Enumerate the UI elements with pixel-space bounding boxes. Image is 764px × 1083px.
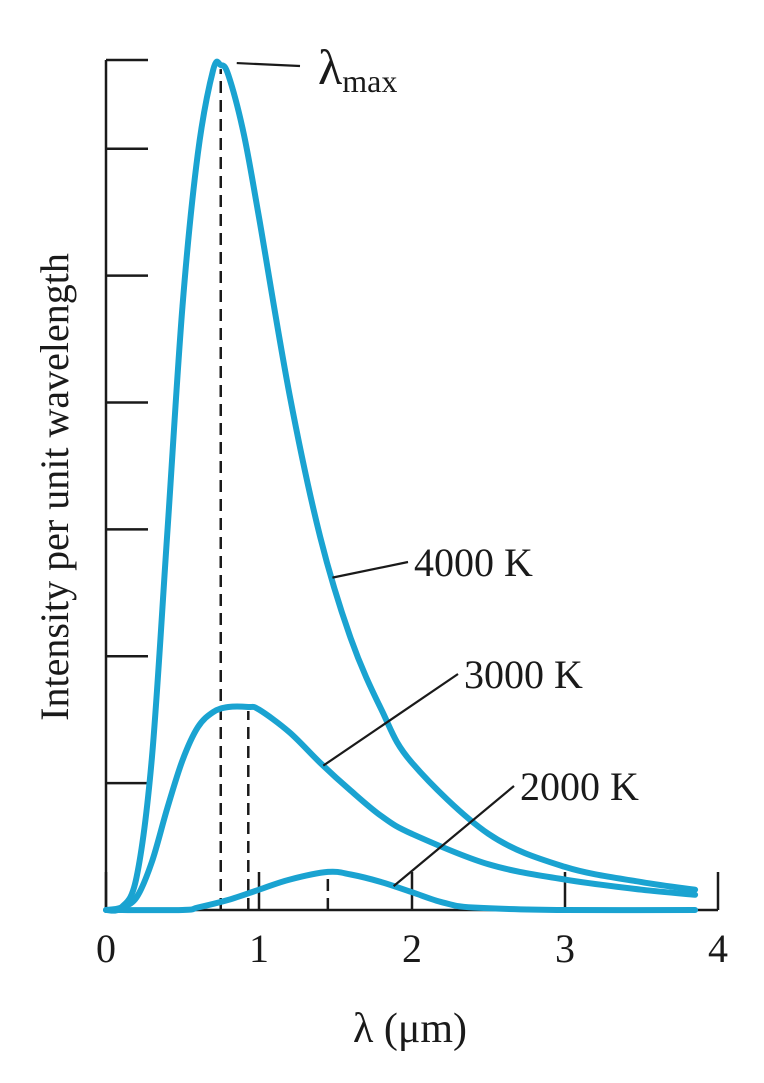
labels: 0 1 2 3 4 4000 K 3000 K 2000 K (96, 540, 728, 971)
lambda-max-subscript: max (342, 63, 397, 99)
series-label-2000-k: 2000 K (520, 764, 639, 809)
x-tick-label-0: 0 (96, 926, 116, 971)
y-axis-title: Intensity per unit wavelength (32, 253, 77, 721)
x-tick-label-4: 4 (708, 926, 728, 971)
peak-markers (219, 69, 330, 910)
leader-4000-k (332, 560, 409, 579)
leader-2000-k (392, 785, 515, 887)
curve-3000-k (103, 703, 699, 913)
curve-4000-k (103, 58, 699, 914)
x-axis-title: λ (μm) (353, 1006, 467, 1052)
x-tick-label-3: 3 (555, 926, 575, 971)
series-curves (103, 58, 699, 914)
lambda-max-leader (236, 61, 301, 68)
lambda-max-annotation: λmax (318, 39, 397, 99)
x-tick-label-2: 2 (402, 926, 422, 971)
lambda-max-symbol: λ (318, 39, 342, 95)
curve-2000-k (103, 868, 699, 914)
label-leaders (236, 61, 515, 887)
series-label-4000-k: 4000 K (414, 540, 533, 585)
x-tick-label-1: 1 (249, 926, 269, 971)
leader-3000-k (322, 673, 459, 767)
series-label-3000-k: 3000 K (464, 652, 583, 697)
